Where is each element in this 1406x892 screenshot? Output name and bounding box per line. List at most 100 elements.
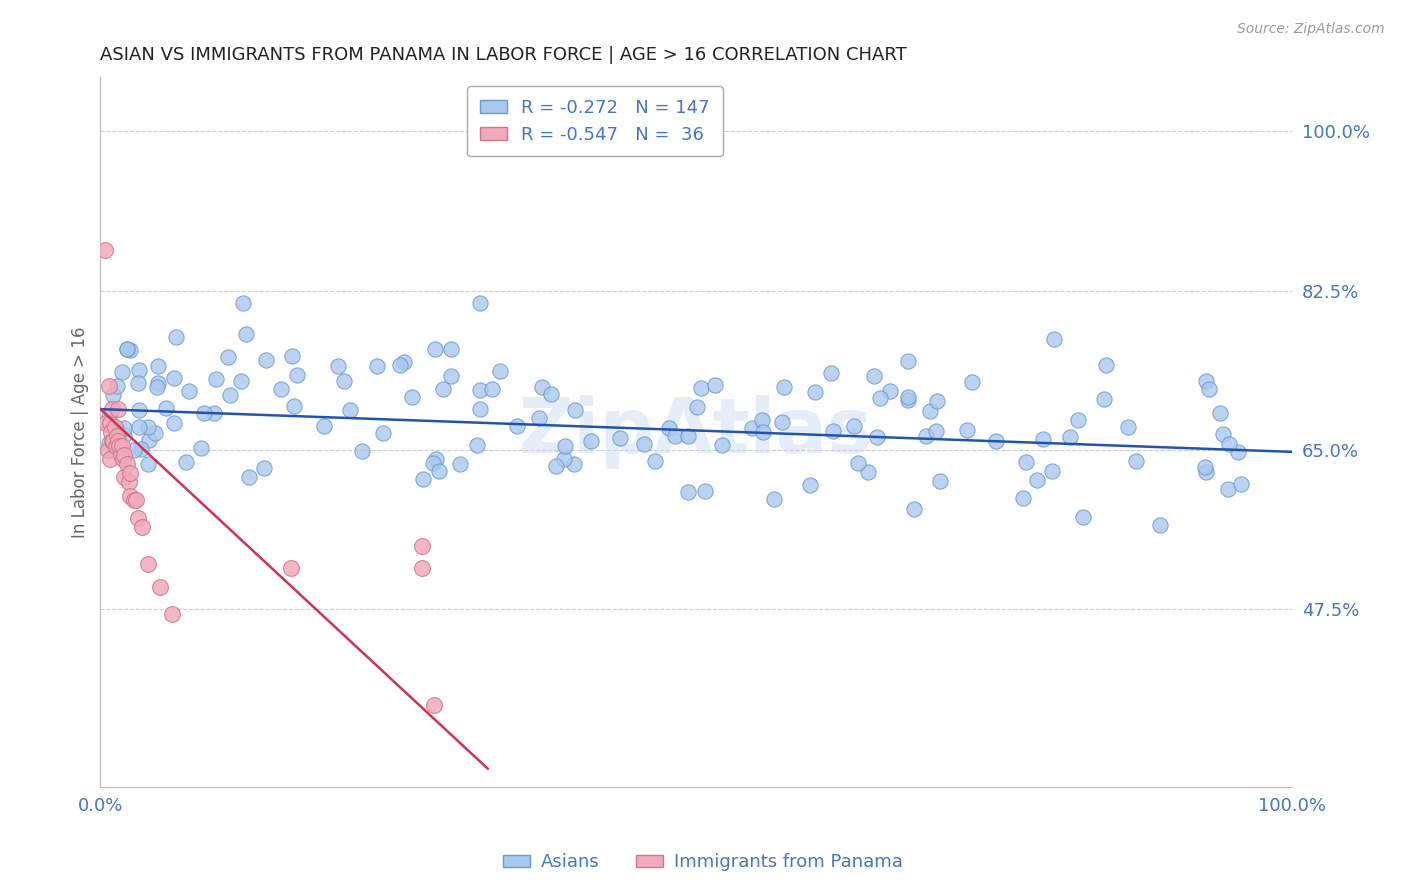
Text: ASIAN VS IMMIGRANTS FROM PANAMA IN LABOR FORCE | AGE > 16 CORRELATION CHART: ASIAN VS IMMIGRANTS FROM PANAMA IN LABOR… (100, 46, 907, 64)
Point (111, 452, 134, 467)
Point (120, 466, 142, 480)
Point (468, 384, 491, 398)
Point (101, 388, 124, 402)
Point (96, 443, 118, 458)
Point (1042, 464, 1064, 478)
Point (960, 376, 983, 390)
Point (664, 428, 686, 442)
Point (190, 441, 212, 455)
Point (101, 434, 124, 448)
Point (741, 421, 763, 435)
Point (98, 452, 121, 467)
Point (956, 423, 979, 437)
Point (440, 368, 463, 383)
Legend: R = -0.272   N = 147, R = -0.547   N =  36: R = -0.272 N = 147, R = -0.547 N = 36 (467, 86, 723, 156)
Point (527, 411, 550, 425)
Point (118, 475, 141, 489)
Point (146, 380, 169, 394)
Point (252, 461, 274, 475)
Point (127, 511, 149, 525)
Point (332, 374, 354, 388)
Point (352, 444, 374, 458)
Point (128, 420, 150, 434)
Point (897, 390, 920, 404)
Point (146, 359, 169, 373)
Point (235, 326, 257, 341)
Point (1218, 437, 1240, 451)
Point (425, 452, 447, 467)
Point (984, 434, 1007, 448)
Point (163, 416, 186, 430)
Point (489, 363, 512, 377)
Point (562, 457, 585, 471)
Point (897, 354, 920, 368)
Point (842, 419, 865, 434)
Point (770, 415, 793, 429)
Point (96, 416, 118, 430)
Point (553, 452, 575, 467)
Point (925, 425, 948, 439)
Point (858, 465, 880, 479)
Point (108, 438, 131, 452)
Point (1092, 392, 1115, 407)
Point (704, 378, 727, 392)
Point (422, 456, 444, 470)
Point (193, 406, 215, 420)
Point (440, 342, 463, 356)
Point (1014, 455, 1036, 469)
Point (101, 402, 124, 417)
Point (149, 580, 172, 594)
Point (465, 438, 488, 452)
Point (411, 561, 433, 575)
Point (1195, 465, 1218, 479)
Point (98, 417, 121, 432)
Point (97, 379, 120, 393)
Point (530, 379, 553, 393)
Legend: Asians, Immigrants from Panama: Asians, Immigrants from Panama (496, 847, 910, 879)
Point (1032, 433, 1054, 447)
Point (107, 434, 129, 448)
Point (122, 443, 145, 458)
Point (104, 438, 127, 452)
Point (94, 243, 117, 257)
Point (179, 384, 201, 399)
Point (918, 404, 941, 418)
Point (564, 402, 586, 417)
Point (155, 401, 177, 416)
Point (112, 470, 135, 484)
Point (432, 382, 454, 396)
Point (1195, 374, 1218, 388)
Point (468, 401, 491, 416)
Point (326, 359, 349, 373)
Point (280, 561, 302, 575)
Point (820, 366, 842, 380)
Point (1230, 476, 1253, 491)
Point (238, 470, 260, 484)
Point (97, 409, 120, 424)
Point (163, 371, 186, 385)
Point (689, 381, 711, 395)
Point (676, 484, 699, 499)
Point (423, 698, 446, 712)
Point (1025, 473, 1047, 487)
Point (915, 429, 938, 443)
Point (633, 436, 655, 450)
Point (105, 429, 128, 443)
Point (104, 420, 127, 434)
Point (205, 372, 228, 386)
Y-axis label: In Labor Force | Age > 16: In Labor Force | Age > 16 (72, 326, 89, 538)
Point (112, 428, 135, 442)
Point (283, 399, 305, 413)
Point (366, 359, 388, 373)
Point (131, 520, 153, 534)
Point (100, 425, 122, 439)
Point (644, 454, 666, 468)
Point (1209, 406, 1232, 420)
Point (285, 368, 308, 382)
Point (107, 402, 129, 417)
Point (657, 420, 679, 434)
Point (879, 384, 901, 398)
Point (1212, 426, 1234, 441)
Point (314, 419, 336, 434)
Point (98, 416, 121, 430)
